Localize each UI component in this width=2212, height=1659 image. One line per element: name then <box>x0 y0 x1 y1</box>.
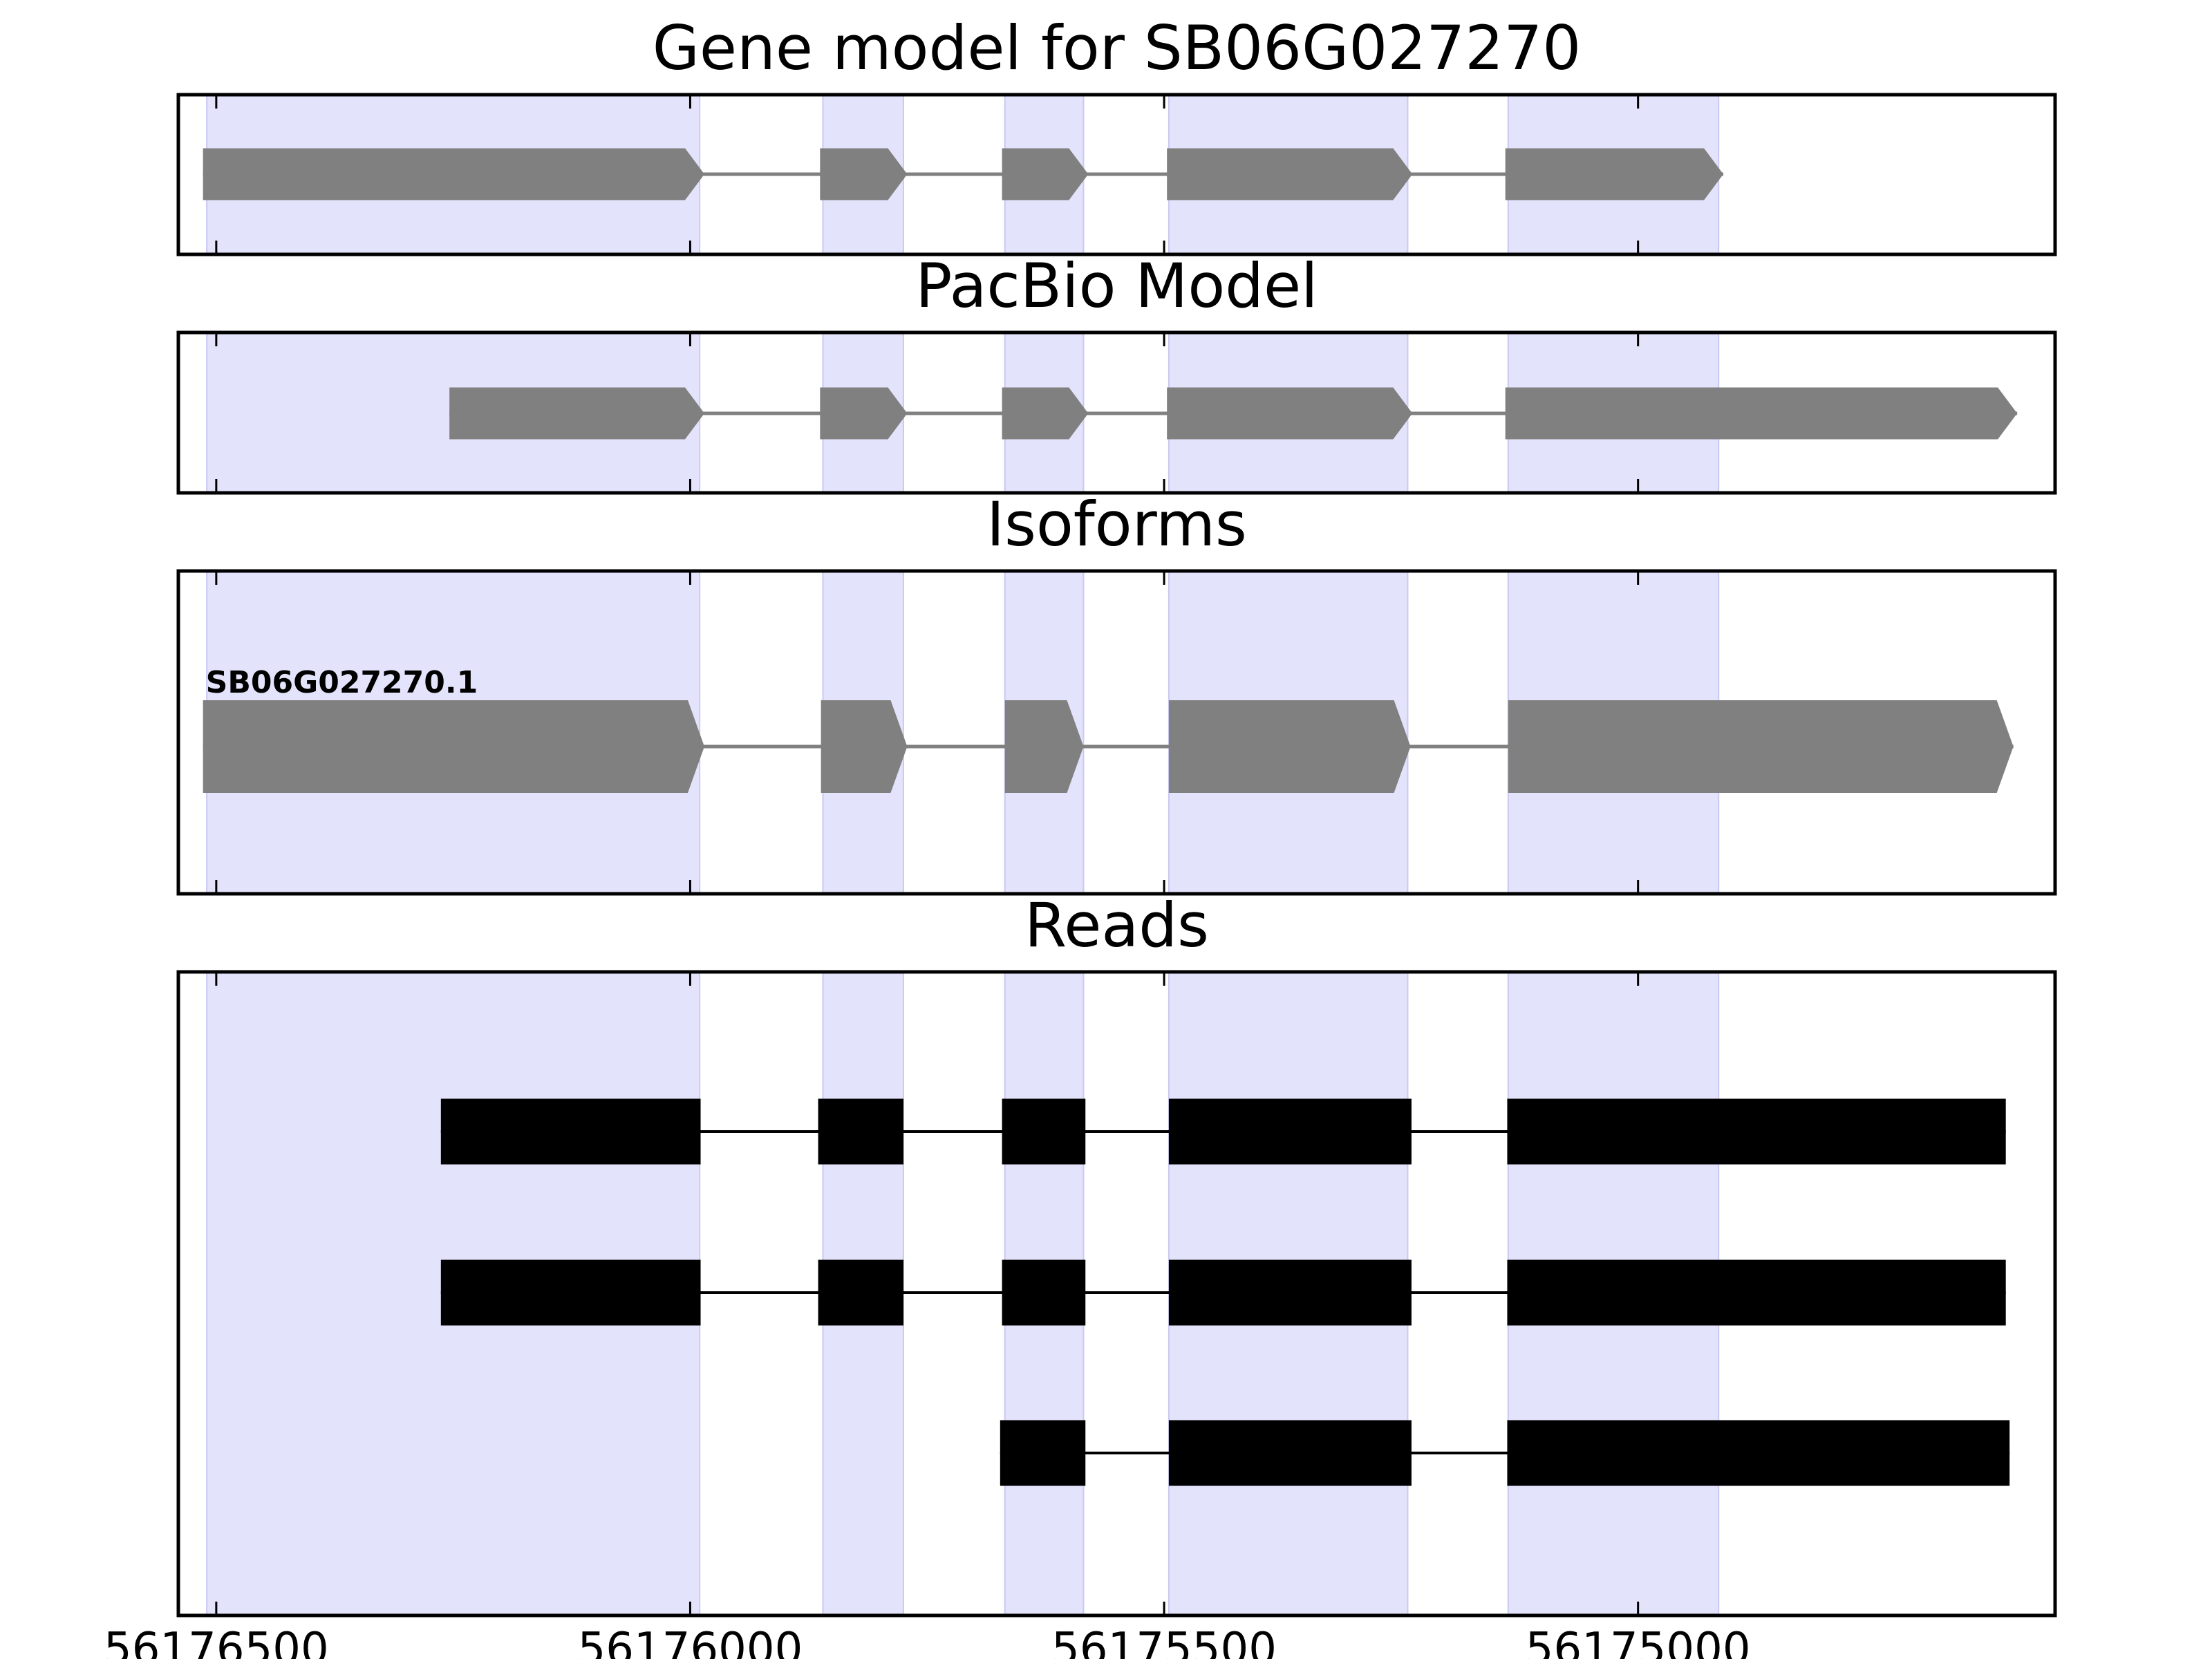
reads-title: Reads <box>1024 890 1209 961</box>
x-tick-label-1: 56176500 <box>104 1624 329 1659</box>
exon-5 <box>1507 1098 2006 1165</box>
pacbio-model-panel: PacBio Model <box>176 250 2057 495</box>
exon-3 <box>1002 148 1089 200</box>
exon-4 <box>1168 1259 1412 1326</box>
gene-model-axes-frame <box>176 93 2057 256</box>
exon-1 <box>440 1098 701 1165</box>
exon-1 <box>203 148 705 200</box>
isoforms-axes-frame <box>176 569 2057 896</box>
x-tick-label-4: 56175000 <box>1526 1624 1751 1659</box>
pacbio-model-track-1 <box>449 387 2018 440</box>
gene-model-title: Gene model for SB06G027270 <box>653 12 1582 84</box>
exon-5 <box>1505 148 1724 200</box>
exon-3 <box>1002 1259 1086 1326</box>
reads-panel: Reads 56176500 56176000 56175500 56175000 <box>104 890 2057 1659</box>
exon-3 <box>1004 700 1084 793</box>
exon-4 <box>1168 1098 1412 1165</box>
exon-1 <box>1000 1420 1086 1486</box>
x-tick-label-2: 56176000 <box>578 1624 803 1659</box>
exon-5 <box>1508 700 2014 793</box>
exon-5 <box>1505 387 2018 440</box>
exon-2 <box>818 1259 903 1326</box>
exon-4 <box>1167 148 1413 200</box>
exon-2 <box>821 700 908 793</box>
isoforms-title: Isoforms <box>986 489 1247 560</box>
x-tick-label-3: 56175500 <box>1051 1624 1277 1659</box>
reads-track-2 <box>440 1259 2006 1326</box>
exon-4 <box>1168 700 1411 793</box>
pacbio-model-title: PacBio Model <box>915 250 1318 321</box>
reads-track-1 <box>440 1098 2006 1165</box>
exon-4 <box>1167 387 1413 440</box>
exon-5 <box>1507 1259 2006 1326</box>
panels: Gene model for SB06G027270 PacBio Model Is… <box>104 12 2057 1659</box>
exon-3 <box>1507 1420 2010 1486</box>
gene-model-track-1 <box>203 148 1724 200</box>
isoforms-track-1: SB06G027270.1 <box>203 665 2014 793</box>
isoform-label: SB06G027270.1 <box>206 665 478 700</box>
gene-model-panel: Gene model for SB06G027270 <box>176 12 2057 256</box>
exon-1 <box>449 387 705 440</box>
exon-2 <box>1168 1420 1412 1486</box>
reads-axes-frame <box>176 970 2057 1618</box>
exon-3 <box>1002 387 1089 440</box>
exon-2 <box>818 1098 903 1165</box>
exon-1 <box>203 700 705 793</box>
exon-3 <box>1002 1098 1086 1165</box>
exon-2 <box>820 387 908 440</box>
isoforms-panel: Isoforms SB06G027270.1 <box>176 489 2057 896</box>
exon-2 <box>820 148 908 200</box>
exon-1 <box>440 1259 701 1326</box>
pacbio-model-axes-frame <box>176 330 2057 495</box>
reads-track-3 <box>1000 1420 2010 1486</box>
